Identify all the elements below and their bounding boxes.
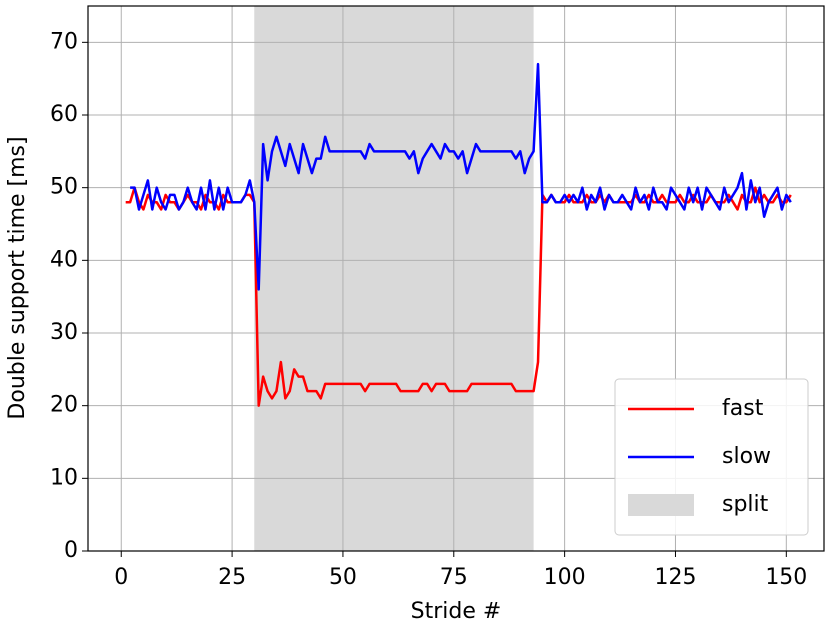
y-tick-label: 20 [50,393,78,418]
x-tick-label: 125 [654,565,696,590]
x-tick-label: 75 [440,565,468,590]
x-tick-label: 100 [544,565,586,590]
y-tick-label: 70 [50,29,78,54]
legend-label: split [722,492,769,517]
legend-label: slow [722,444,771,469]
legend-swatch [628,494,694,516]
y-axis-label: Double support time [ms] [5,136,30,419]
x-tick-label: 150 [765,565,807,590]
x-axis-label: Stride # [411,599,502,624]
y-tick-label: 40 [50,247,78,272]
y-tick-label: 10 [50,465,78,490]
y-tick-label: 60 [50,102,78,127]
x-tick-label: 25 [218,565,246,590]
split-span [254,6,534,551]
plot-frame [87,5,825,552]
y-tick-label: 30 [50,320,78,345]
y-tick-label: 50 [50,175,78,200]
x-tick-label: 50 [329,565,357,590]
legend-label: fast [722,396,764,421]
x-tick-label: 0 [114,565,128,590]
y-tick-label: 0 [64,538,78,563]
series-line [130,62,792,291]
